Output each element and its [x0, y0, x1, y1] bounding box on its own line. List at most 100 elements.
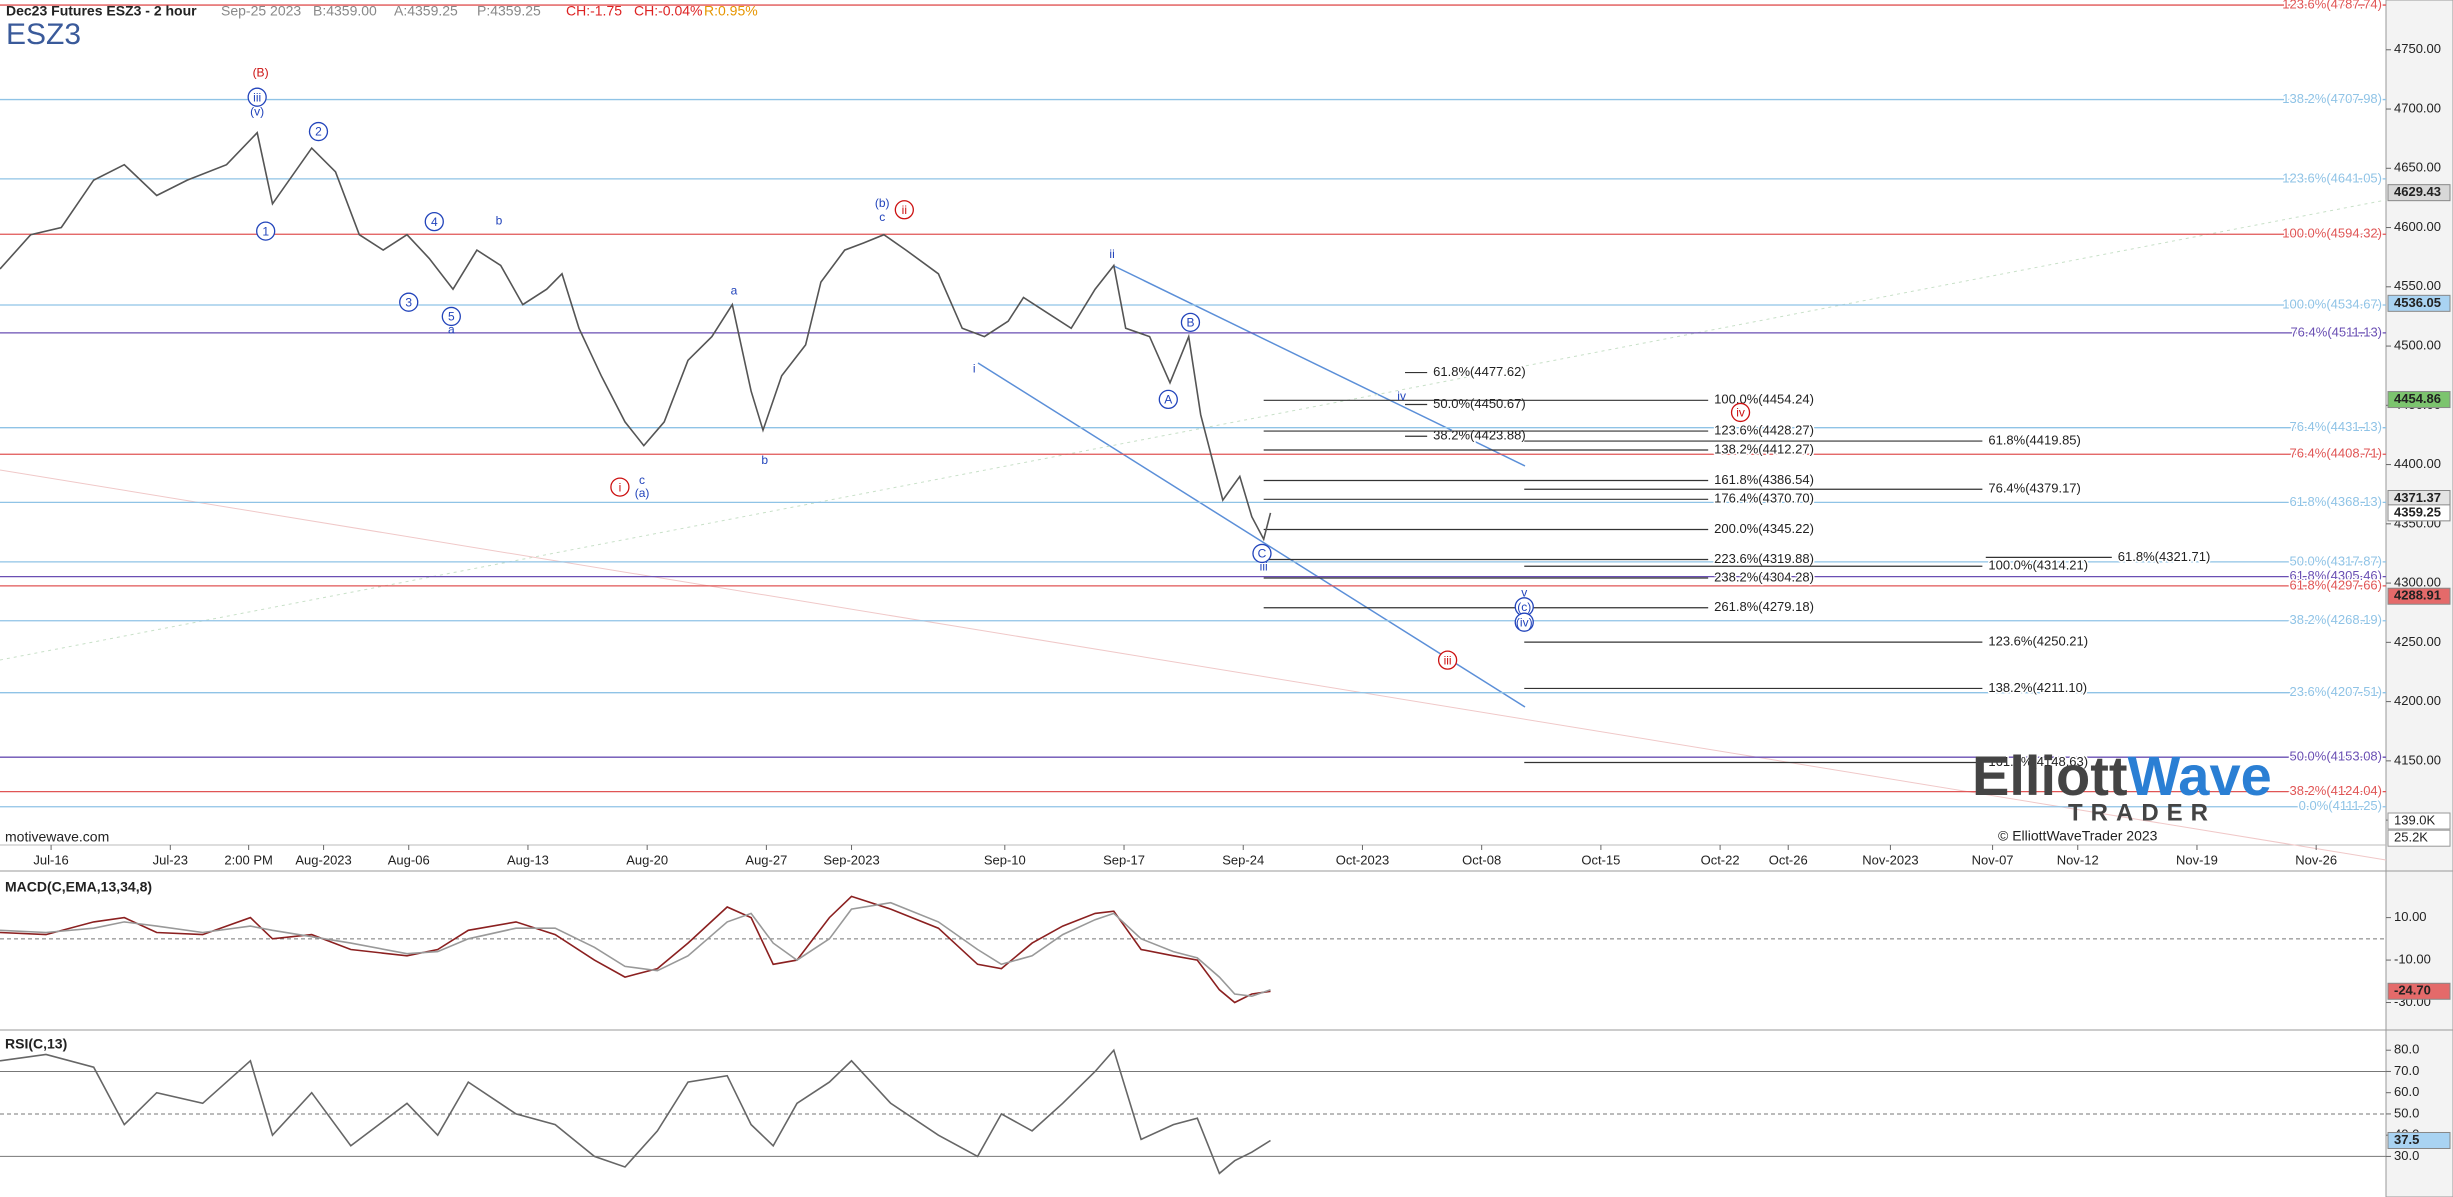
wave-label: iv	[1397, 389, 1406, 403]
x-tick-label: Nov-26	[2295, 852, 2337, 867]
wave-label: b	[761, 453, 768, 467]
fib-label: 61.8%(4297.66)	[2289, 577, 2382, 592]
wave-circle	[1252, 543, 1272, 564]
x-tick-label: Nov-07	[1972, 852, 2014, 867]
date: Sep-25 2023	[221, 3, 301, 19]
y-tick-label: 4700.00	[2394, 100, 2441, 115]
wave-label: i	[619, 480, 622, 494]
x-tick-label: Sep-10	[984, 852, 1026, 867]
x-tick-label: Sep-2023	[823, 852, 879, 867]
fib-label: 50.0%(4153.08)	[2289, 749, 2382, 764]
projection-label: 61.8%(4321.71)	[2118, 549, 2211, 564]
price-marker-label: 37.5	[2394, 1132, 2419, 1147]
wave-label: 1	[262, 224, 269, 238]
y-tick-label: 4500.00	[2394, 337, 2441, 352]
trend-line	[1113, 265, 1526, 467]
wave-label: (a)	[635, 486, 650, 500]
y-tick-label: 80.0	[2394, 1042, 2419, 1057]
wave-circle	[1730, 402, 1751, 423]
price-marker-label: 4536.05	[2394, 295, 2441, 310]
x-tick-label: Sep-24	[1222, 852, 1264, 867]
price-marker-box	[2387, 1131, 2451, 1149]
wave-label: a	[731, 284, 738, 298]
wave-circle	[610, 477, 630, 497]
wave-label: 3	[405, 295, 412, 309]
fib-label: 138.2%(4707.98)	[2282, 91, 2382, 106]
ask: A:4359.25	[394, 3, 458, 19]
y-tick-label: 4550.00	[2394, 278, 2441, 293]
projection-label: 238.2%(4304.28)	[1714, 569, 1814, 584]
x-tick-label: Oct-26	[1769, 852, 1808, 867]
logo-text: Wave	[2128, 744, 2272, 807]
x-tick-label: Oct-2023	[1336, 852, 1389, 867]
logo: ElliottWave	[1972, 744, 2272, 807]
fib-label: 38.2%(4268.19)	[2289, 612, 2382, 627]
last: P:4359.25	[477, 3, 541, 19]
price-marker-label: -24.70	[2394, 983, 2431, 998]
fib-label: 61.8%(4368.13)	[2289, 494, 2382, 509]
series-line	[0, 901, 1271, 998]
projection-label: 61.8%(4477.62)	[1433, 364, 1526, 379]
wave-label: iv	[1736, 406, 1745, 420]
price-marker-label: 4359.25	[2394, 504, 2441, 519]
projection-label: 261.8%(4279.18)	[1714, 599, 1814, 614]
projection-label: 223.6%(4319.88)	[1714, 551, 1814, 566]
volume-tick-label: 25.2K	[2394, 830, 2428, 845]
fib-label: 76.4%(4511.13)	[2290, 324, 2382, 339]
wave-label: C	[1258, 547, 1267, 561]
copyright: © ElliottWaveTrader 2023	[1998, 828, 2158, 844]
change-pct: CH:-0.04%	[634, 3, 702, 19]
fib-label: 100.0%(4594.32)	[2282, 226, 2382, 241]
y-tick-label: 60.0	[2394, 1084, 2419, 1099]
projection-label: 100.0%(4314.21)	[1988, 558, 2088, 573]
wave-label: iii	[1444, 653, 1452, 667]
wave-label: c	[879, 210, 885, 224]
x-tick-label: Nov-19	[2176, 852, 2218, 867]
x-tick-label: Aug-20	[626, 852, 668, 867]
y-tick-label: 4400.00	[2394, 456, 2441, 471]
y-tick-label: 10.00	[2394, 909, 2427, 924]
wave-label: 2	[315, 125, 322, 139]
x-tick-label: Aug-2023	[295, 852, 351, 867]
fib-label: 38.2%(4124.04)	[2289, 783, 2382, 798]
y-tick-label: 4150.00	[2394, 752, 2441, 767]
wave-circle	[399, 292, 419, 312]
x-tick-label: Nov-2023	[1862, 852, 1918, 867]
panel-title: RSI(C,13)	[5, 1036, 67, 1052]
wave-circle	[308, 121, 329, 142]
wave-label: ii	[1109, 247, 1114, 261]
y-tick-label: -10.00	[2394, 952, 2431, 967]
wave-circle	[424, 211, 444, 232]
projection-label: 123.6%(4250.21)	[1988, 634, 2088, 649]
y-tick-label: 70.0	[2394, 1063, 2419, 1078]
wave-label: b	[496, 214, 503, 228]
wave-label: a	[448, 323, 455, 337]
projection-label: 138.2%(4211.10)	[1988, 680, 2087, 695]
wave-label: (B)	[253, 65, 269, 79]
wave-label: iii	[253, 90, 261, 104]
wave-label: 4	[431, 215, 438, 229]
y-tick-label: 30.0	[2394, 1148, 2419, 1163]
price-marker-box	[2387, 982, 2451, 1000]
fib-label: 100.0%(4534.67)	[2282, 296, 2382, 311]
symbol: ESZ3	[6, 18, 81, 51]
wave-label: (c)	[1517, 600, 1531, 614]
volume-tick-label: 139.0K	[2394, 812, 2436, 827]
projection-label: 176.4%(4370.70)	[1714, 491, 1814, 506]
price-marker-label: 4454.86	[2394, 391, 2441, 406]
wave-label: v	[1521, 586, 1527, 600]
projection-label: 100.0%(4454.24)	[1714, 392, 1814, 407]
projection-label: 123.6%(4428.27)	[1714, 423, 1814, 438]
x-tick-label: Jul-16	[33, 852, 68, 867]
change: CH:-1.75	[566, 3, 622, 19]
price-marker-box	[2387, 184, 2451, 202]
fib-label: 50.0%(4317.87)	[2289, 553, 2382, 568]
volume-tick-box	[2387, 812, 2451, 830]
guide-line	[0, 469, 2387, 861]
projection-label: 161.8%(4386.54)	[1714, 472, 1814, 487]
x-tick-label: Sep-17	[1103, 852, 1145, 867]
y-tick-label: 4200.00	[2394, 693, 2441, 708]
wave-label: (b)	[875, 196, 890, 210]
